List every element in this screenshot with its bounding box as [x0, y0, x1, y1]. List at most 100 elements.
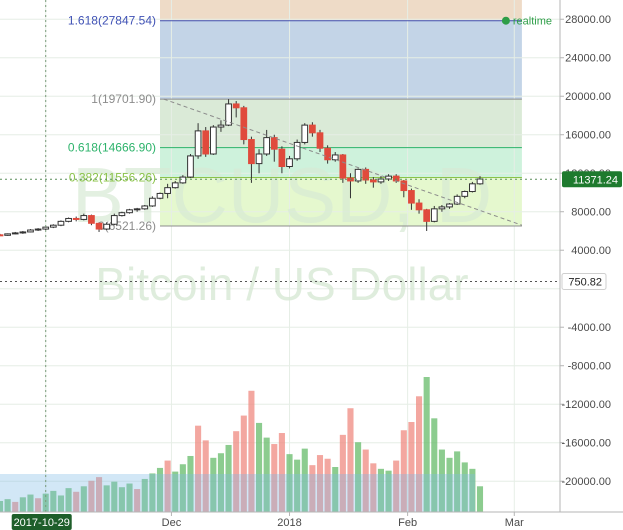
price-tick-label: -16000.00 [561, 438, 611, 450]
volume-bar [19, 497, 26, 512]
date-badge [11, 514, 72, 530]
candle-body [392, 175, 400, 182]
price-tick-label: 24000.00 [565, 53, 611, 65]
volume-bar [134, 489, 141, 512]
candle-body [331, 154, 339, 161]
candle-body [209, 126, 217, 155]
candle-body [316, 132, 324, 149]
volume-bar [454, 451, 461, 512]
candle-body [4, 233, 11, 236]
volume-bar [156, 467, 164, 512]
candle-body [301, 124, 309, 143]
realtime-dot-icon [501, 16, 510, 25]
price-tick-label: -12000.00 [561, 399, 611, 411]
volume-bar [202, 440, 209, 512]
candle-body [72, 217, 80, 220]
candle-body [453, 195, 461, 205]
volume-bar [362, 449, 369, 512]
time-tick-label: Feb [398, 517, 417, 529]
candle-body [423, 209, 431, 222]
volume-bar [431, 418, 438, 512]
volume-bar [278, 433, 285, 512]
candle-body [126, 209, 133, 214]
volume-bar [57, 495, 64, 512]
price-tick-label: 16000.00 [565, 130, 611, 142]
price-tick-label: 20000.00 [565, 91, 611, 103]
candle-body [446, 203, 453, 208]
candle-body [362, 168, 370, 181]
volume-bar [149, 473, 156, 512]
trend-line[interactable] [163, 98, 523, 226]
candle-body [385, 175, 392, 180]
volume-bar [141, 478, 148, 512]
candle-body [110, 215, 118, 225]
volume-bar [316, 455, 324, 512]
volume-bar [286, 454, 293, 512]
candle-body [171, 182, 179, 189]
volume-bar [35, 498, 42, 512]
price-badges: 11371.24 750.82 2017-10-29 [11, 171, 622, 530]
candle-body [149, 197, 156, 207]
price-tick-label: -8000.00 [568, 361, 611, 373]
volume-bar [461, 462, 468, 512]
volume-bar [12, 501, 19, 512]
volume-bar [65, 488, 72, 512]
realtime-label: realtime [513, 16, 552, 28]
volume-bar [301, 448, 308, 512]
candle-body [11, 232, 19, 235]
candle-body [141, 205, 149, 210]
fibonacci-levels[interactable]: 1.618(27847.54) 1(19701.90) 0.618(14666.90… [68, 14, 522, 233]
volume-bar [347, 408, 354, 512]
candle-body [408, 190, 415, 204]
candle-body [469, 183, 476, 193]
volume-bar [172, 471, 179, 512]
candle-body [194, 130, 202, 157]
volume-bar [408, 422, 415, 512]
volume-bar [256, 422, 263, 512]
candle-body [430, 208, 438, 222]
date-badge-text: 2017-10-29 [14, 517, 70, 529]
candle-body [293, 141, 301, 160]
time-axis-bg [0, 512, 623, 530]
realtime-marker[interactable]: realtime [501, 16, 552, 28]
volume-bar [309, 465, 316, 512]
time-tick-label: Mar [505, 517, 524, 529]
volume-bar [210, 457, 217, 512]
time-axis[interactable]: Dec 2018 Feb Mar [0, 511, 623, 530]
volume-bar [240, 415, 247, 512]
fib-zone-3 [160, 177, 522, 226]
fib-zone-1 [160, 99, 522, 148]
fib-level-label-1: 1(19701.90) [91, 92, 156, 106]
candle-body [95, 222, 103, 230]
volume-bar [476, 486, 484, 512]
candle-body [354, 168, 362, 182]
volume-bar [50, 490, 57, 512]
candle-body [133, 208, 141, 211]
price-axis[interactable]: 28000.0024000.0020000.0016000.0012000.00… [559, 0, 623, 512]
volume-bar [103, 485, 110, 512]
candle-body [248, 139, 255, 165]
volume-bar [217, 453, 224, 512]
volume-bar [126, 483, 133, 512]
candle-body [217, 124, 225, 128]
price-tick-label: -20000.00 [561, 476, 611, 488]
candle-body [187, 155, 194, 178]
candle-body [225, 103, 232, 126]
candle-body [80, 215, 88, 220]
volume-bar [111, 481, 118, 512]
volume-ma-area [0, 474, 475, 512]
candle-body [42, 226, 50, 230]
price-tick-label: 8000.00 [571, 207, 611, 219]
candle-body [27, 229, 34, 233]
candle-body [255, 153, 263, 165]
candle-body [415, 202, 423, 211]
candle-body [57, 220, 65, 226]
chart-grid [0, 0, 560, 512]
candle-body [240, 107, 248, 141]
fibonacci-zones [160, 0, 522, 226]
volume-bar [96, 477, 103, 512]
marker-price-badge [561, 272, 607, 290]
price-tick-label: 4000.00 [571, 245, 611, 257]
price-tick-label: -4000.00 [568, 322, 611, 334]
